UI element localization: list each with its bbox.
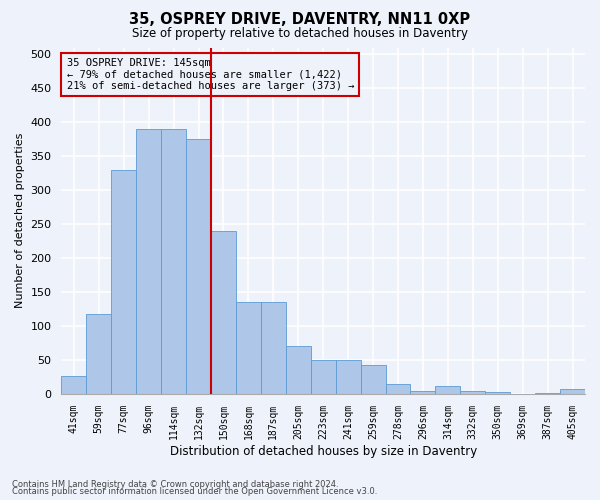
X-axis label: Distribution of detached houses by size in Daventry: Distribution of detached houses by size … (170, 444, 477, 458)
Text: Contains public sector information licensed under the Open Government Licence v3: Contains public sector information licen… (12, 487, 377, 496)
Bar (436, 386, 460, 394)
Bar (485, 392, 510, 394)
Bar (286, 346, 311, 394)
Text: Size of property relative to detached houses in Daventry: Size of property relative to detached ho… (132, 28, 468, 40)
Text: 35, OSPREY DRIVE, DAVENTRY, NN11 0XP: 35, OSPREY DRIVE, DAVENTRY, NN11 0XP (130, 12, 470, 28)
Bar (460, 390, 485, 394)
Bar (211, 231, 236, 394)
Text: 35 OSPREY DRIVE: 145sqm
← 79% of detached houses are smaller (1,422)
21% of semi: 35 OSPREY DRIVE: 145sqm ← 79% of detache… (67, 58, 354, 91)
Bar (111, 170, 136, 394)
Y-axis label: Number of detached properties: Number of detached properties (15, 133, 25, 308)
Bar (186, 139, 211, 394)
Bar (535, 392, 560, 394)
Bar (236, 302, 261, 394)
Bar (161, 129, 186, 394)
Bar (361, 365, 386, 394)
Bar (410, 390, 436, 394)
Bar (261, 302, 286, 394)
Bar (311, 360, 335, 394)
Text: Contains HM Land Registry data © Crown copyright and database right 2024.: Contains HM Land Registry data © Crown c… (12, 480, 338, 489)
Bar (136, 129, 161, 394)
Bar (61, 376, 86, 394)
Bar (386, 384, 410, 394)
Bar (560, 389, 585, 394)
Bar (335, 360, 361, 394)
Bar (86, 314, 111, 394)
